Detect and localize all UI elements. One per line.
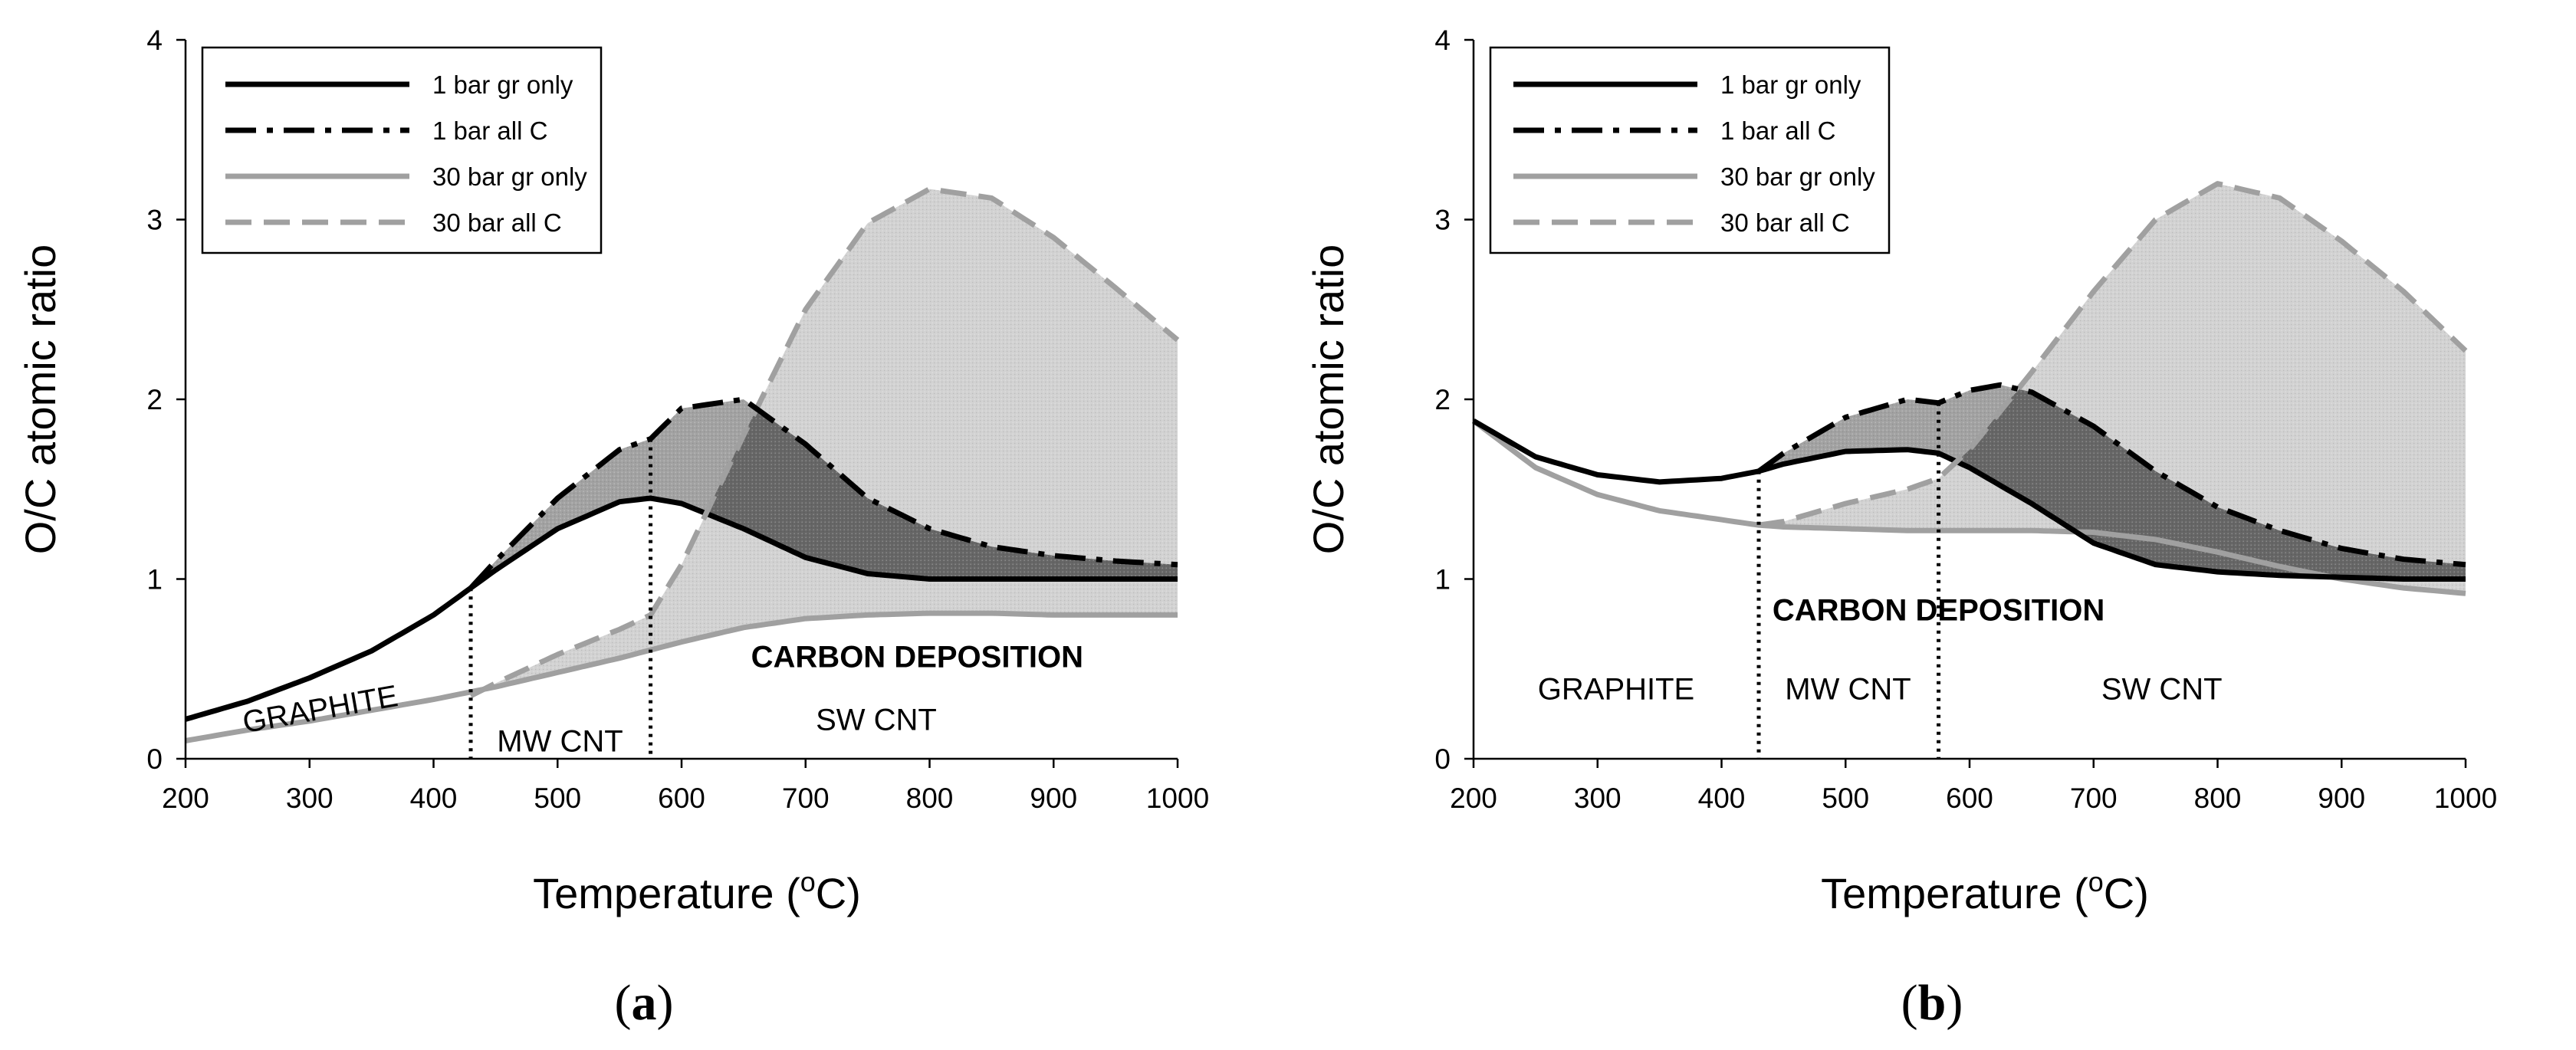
chart-panel-a: 200 300 400 500 600 700 800 900 1000 0 1 2 3 4 O/C ato… [16,25,1209,1031]
x-tick-label: 400 [1698,783,1746,814]
label-swcnt: SW CNT [816,703,937,737]
series-line-1 [468,396,1178,590]
legend-label-1: 1 bar all C [432,116,547,145]
panel-label: (a) [615,975,674,1031]
x-tick-label: 400 [410,783,458,814]
label-mwcnt: MW CNT [1785,673,1911,707]
x-axis-title-text: Temperature ( [1821,869,2088,917]
x-axis-title-degree: o [2088,866,2104,897]
legend-label-1: 1 bar all C [1720,116,1835,145]
chart-b: 200 300 400 500 600 700 800 900 1000 0 1 2 3 4 O/C ato… [1304,25,2497,1031]
y-tick-label: 2 [1434,384,1451,415]
x-tick-label: 1000 [1146,783,1209,814]
x-tick-label: 900 [2318,783,2365,814]
x-tick-label: 300 [1574,783,1622,814]
y-tick-label: 4 [146,25,163,56]
x-tick-label: 200 [162,783,209,814]
x-tick-label: 900 [1030,783,1077,814]
x-axis-title-degree: o [800,866,816,897]
y-tick-label: 0 [146,743,163,775]
y-tick-label: 1 [146,564,163,596]
series-line-2 [185,610,1178,743]
series-line-3 [1758,181,2468,528]
x-axis-title: Temperature (oC) [533,866,861,917]
legend-label-2: 30 bar gr only [1720,162,1875,191]
label-graphite: GRAPHITE [1538,673,1694,707]
legend-label-3: 30 bar all C [1720,208,1850,237]
shaded-region-1bar [1759,183,2466,471]
panel-label: (b) [1901,975,1963,1031]
shaded-region-overlap [471,410,1178,589]
x-tick-label: 200 [1450,783,1497,814]
chart-a: 200 300 400 500 600 700 800 900 1000 0 1 2 3 4 O/C ato… [16,25,1209,1031]
legend-label-2: 30 bar gr only [432,162,587,191]
x-axis-title-unit: C) [2104,869,2149,917]
label-swcnt: SW CNT [2101,673,2223,707]
x-tick-label: 1000 [2434,783,2497,814]
y-tick-label: 2 [146,384,163,415]
series-line-0 [185,495,1178,722]
series-line-2 [1471,418,2466,596]
x-tick-label: 500 [534,783,581,814]
legend-label-0: 1 bar gr only [1720,71,1861,99]
shaded-region-1bar [471,189,1178,589]
x-axis-title: Temperature (oC) [1821,866,2149,917]
x-tick-label: 800 [2194,783,2242,814]
legend: 1 bar gr only 1 bar all C 30 bar gr only 30… [201,46,603,254]
legend: 1 bar gr only 1 bar all C 30 bar gr only 30… [1489,46,1891,254]
series-line-3 [469,186,1180,699]
shaded-region-30bar [1759,183,2466,594]
x-tick-label: 500 [1822,783,1869,814]
legend-label-0: 1 bar gr only [432,71,573,99]
y-tick-label: 3 [146,205,163,236]
label-carbon-deposition: CARBON DEPOSITION [751,640,1083,674]
x-axis-title-unit: C) [816,869,861,917]
x-tick-label: 700 [782,783,830,814]
label-graphite: GRAPHITE [240,679,400,740]
x-tick-label: 800 [906,783,954,814]
y-axis-title: O/C atomic ratio [1304,244,1352,555]
x-tick-label: 300 [286,783,334,814]
x-tick-label: 600 [1946,783,1993,814]
label-carbon-deposition: CARBON DEPOSITION [1773,593,2104,627]
y-tick-label: 0 [1434,743,1451,775]
x-tick-label: 600 [658,783,705,814]
label-mwcnt: MW CNT [497,725,623,759]
y-tick-label: 4 [1434,25,1451,56]
shaded-region-overlap [1759,389,2466,579]
series-line-1 [1756,382,2466,568]
x-tick-label: 700 [2070,783,2118,814]
x-axis-title-text: Temperature ( [533,869,800,917]
y-axis-title: O/C atomic ratio [16,244,64,555]
series-line-0 [1472,418,2466,582]
y-tick-label: 1 [1434,564,1451,596]
y-tick-label: 3 [1434,205,1451,236]
chart-panel-b: 200 300 400 500 600 700 800 900 1000 0 1 2 3 4 O/C ato… [1288,0,2576,1050]
legend-label-3: 30 bar all C [432,208,562,237]
